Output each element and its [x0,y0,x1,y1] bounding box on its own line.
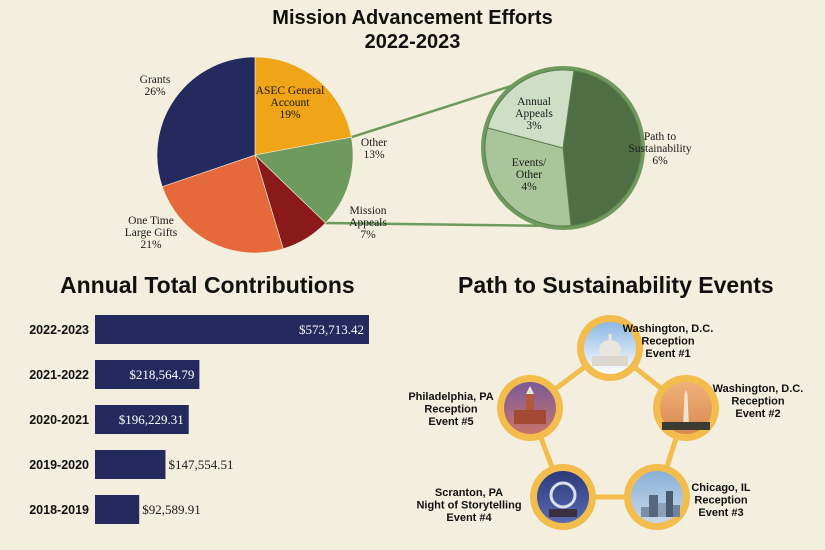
detail-circle-ring [481,66,645,230]
pie-slice-asec-general-account [254,56,352,156]
monument-icon [683,390,689,428]
connector-line-bottom [325,221,562,228]
bar-2018-2019 [95,495,140,524]
bar-category-2019-2020: 2019-2020 [29,458,89,472]
event-label-chicago-reception-3: Chicago, IL Reception Event #3 [691,482,751,519]
capitol-base-icon [592,356,628,366]
bar-value-2021-2022: $218,564.79 [129,367,194,382]
pie-label-one-time-large-gifts: One Time Large Gifts 21% [125,215,178,251]
event-label-philadelphia-reception-5: Philadelphia, PA Reception Event #5 [408,391,493,428]
bar-value-2018-2019: $92,589.91 [142,502,201,517]
scranton-crowd-icon [549,509,577,517]
pie-label-mission-appeals: Mission Appeals 7% [349,205,387,241]
chart-title-line1: Mission Advancement Efforts [272,7,553,29]
detail-slice-path-to-sustainability [562,70,642,227]
detail-label-path-to-sustainability: Path to Sustainability 6% [628,131,692,167]
independence-hall-icon [514,410,546,424]
detail-slice-events-other [484,127,572,227]
scranton-sign-icon [549,481,577,509]
bar-2020-2021 [95,405,189,434]
independence-steeple-icon [526,386,534,394]
pie-label-grants: Grants 26% [140,74,171,98]
skyline-building-icon [673,505,680,517]
bar-2022-2023 [95,315,369,344]
chart-title-line2: 2022-2023 [364,31,461,53]
event-label-scranton-storytelling-4: Scranton, PA Night of Storytelling Event #… [416,487,521,524]
capitol-spire-icon [608,334,612,341]
bar-category-2021-2022: 2021-2022 [29,368,89,382]
detail-label-annual-appeals: Annual Appeals 3% [515,96,553,132]
bar-value-2020-2021: $196,229.31 [119,412,184,427]
detail-label-events-other: Events/Other 4% [512,157,547,193]
bar-value-2019-2020: $147,554.51 [168,457,233,472]
detail-slice-annual-appeals [487,69,575,149]
skyline-building-icon [658,503,666,517]
pie-label-other: Other 13% [361,137,387,161]
skyline-building-icon [649,495,658,517]
bar-value-2022-2023: $573,713.42 [299,322,364,337]
pie-label-asec-general-account: ASEC General Account 19% [256,85,325,121]
skyline-building-icon [666,491,673,517]
pie-slice-other [254,136,354,224]
bar-category-2018-2019: 2018-2019 [29,503,89,517]
bar-2021-2022 [95,360,200,389]
bar-category-2020-2021: 2020-2021 [29,413,89,427]
bar-2019-2020 [95,450,166,479]
bar-category-2022-2023: 2022-2023 [29,323,89,337]
capitol-dome-icon [599,340,621,360]
pie-slice-grants [156,56,256,188]
pie-slice-one-time-large-gifts [161,154,284,254]
trees-icon [662,422,710,430]
events-title: Path to Sustainability Events [458,272,774,298]
event-label-dc-reception-1: Washington, D.C. Reception Event #1 [623,323,714,360]
event-label-dc-reception-2: Washington, D.C. Reception Event #2 [713,383,804,420]
independence-tower-icon [526,394,534,410]
bar-chart-title: Annual Total Contributions [60,272,355,298]
